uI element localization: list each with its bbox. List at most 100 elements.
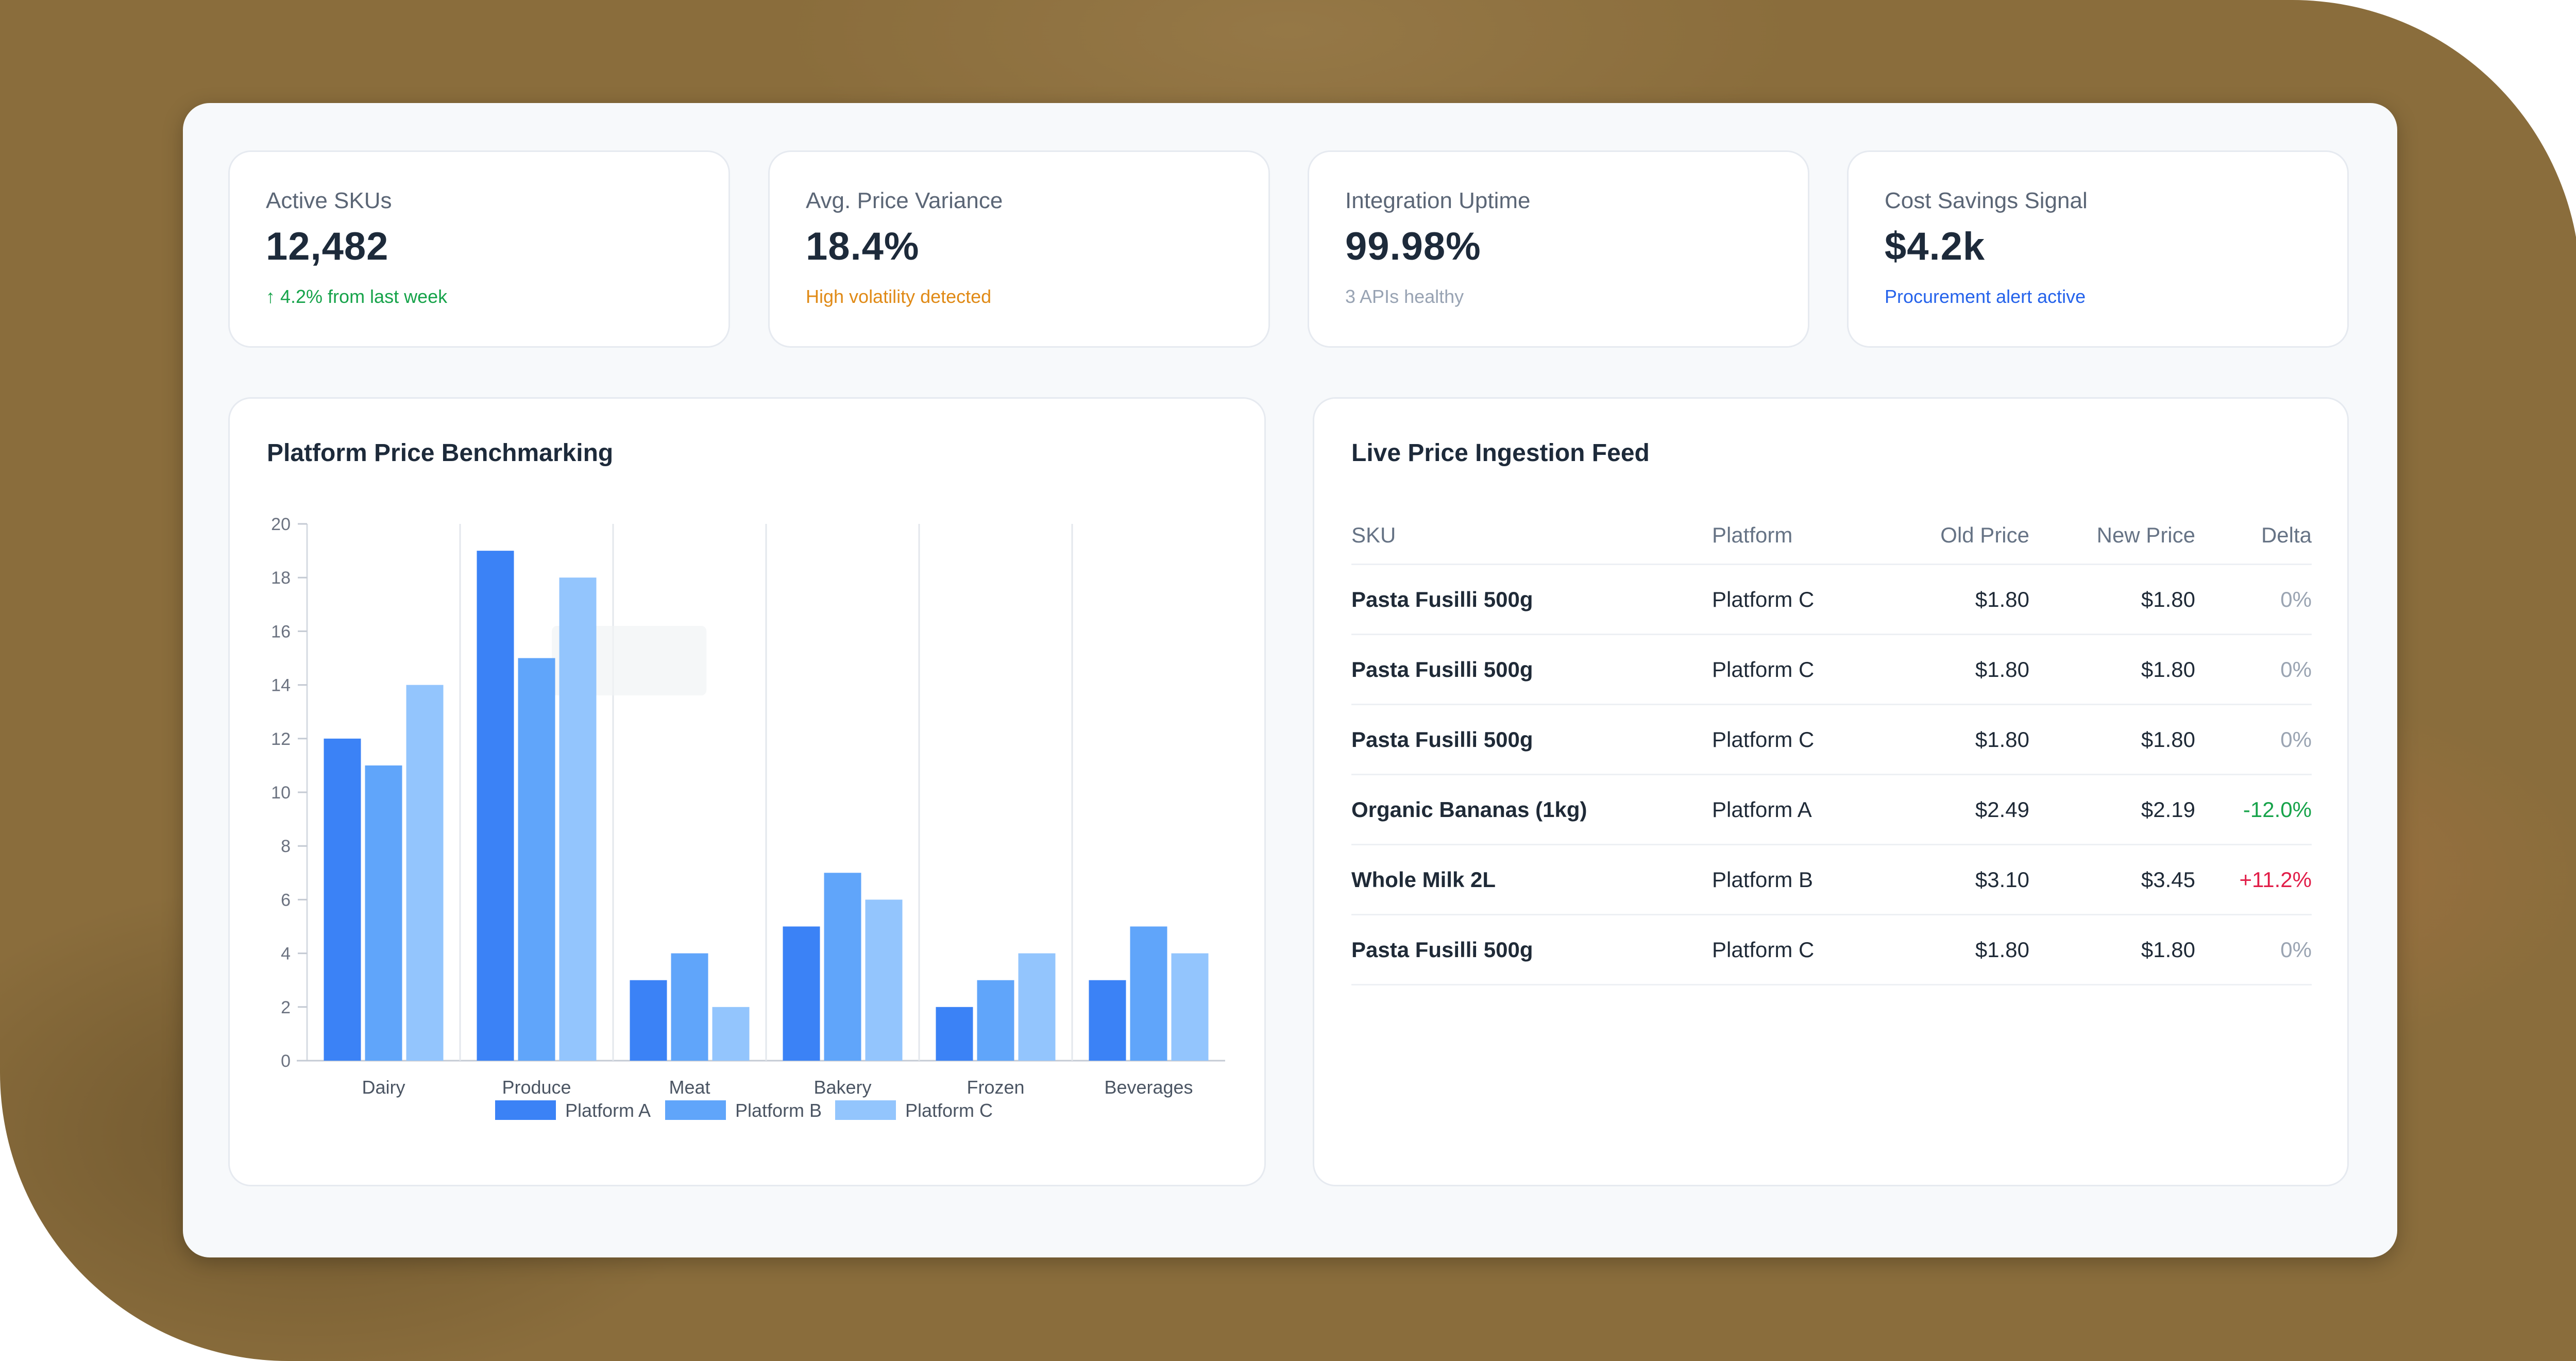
bar-platform-a [630, 980, 667, 1061]
legend-label: Platform A [565, 1100, 651, 1121]
column-header-sku[interactable]: SKU [1351, 523, 1396, 547]
cell-sku: Whole Milk 2L [1351, 867, 1496, 892]
bar-platform-c [1171, 953, 1209, 1061]
bar-platform-b [671, 953, 708, 1061]
x-tick-label: Frozen [967, 1077, 1024, 1098]
cell-sku: Pasta Fusilli 500g [1351, 657, 1533, 682]
bar-platform-a [1089, 980, 1126, 1061]
cell-delta: +11.2% [2239, 867, 2312, 892]
x-tick-label: Meat [669, 1077, 710, 1098]
cell-new-price: $3.45 [2141, 867, 2195, 892]
kpi-value: 18.4% [806, 225, 920, 268]
kpi-value: $4.2k [1885, 225, 1986, 268]
legend-label: Platform C [905, 1100, 993, 1121]
cell-delta: -12.0% [2243, 797, 2312, 822]
kpi-value: 12,482 [266, 225, 389, 268]
table-row[interactable]: Pasta Fusilli 500g Platform C $1.80 $1.8… [1351, 705, 2312, 775]
y-tick-label: 16 [271, 622, 291, 641]
bar-platform-c [1018, 953, 1056, 1061]
bar-platform-b [824, 873, 861, 1061]
table-row[interactable]: Whole Milk 2L Platform B $3.10 $3.45 +11… [1351, 845, 2312, 915]
kpi-sub: 3 APIs healthy [1345, 286, 1464, 307]
bar-platform-b [1130, 926, 1167, 1061]
kpi-label: Integration Uptime [1345, 188, 1531, 213]
x-tick-label: Produce [502, 1077, 571, 1098]
bar-platform-a [324, 738, 361, 1061]
cell-old-price: $1.80 [1975, 937, 2029, 962]
table-row[interactable]: Pasta Fusilli 500g Platform C $1.80 $1.8… [1351, 635, 2312, 705]
y-tick-label: 12 [271, 729, 291, 749]
kpi-label: Avg. Price Variance [806, 188, 1003, 213]
cell-sku: Pasta Fusilli 500g [1351, 727, 1533, 752]
y-tick-label: 14 [271, 676, 291, 695]
cell-sku: Pasta Fusilli 500g [1351, 587, 1533, 611]
cell-sku: Organic Bananas (1kg) [1351, 797, 1587, 822]
y-tick-label: 6 [281, 890, 291, 910]
cell-old-price: $1.80 [1975, 587, 2029, 611]
cell-old-price: $1.80 [1975, 727, 2029, 752]
y-tick-label: 4 [281, 944, 291, 964]
cell-new-price: $1.80 [2141, 937, 2195, 962]
legend-swatch [665, 1100, 726, 1120]
cell-old-price: $3.10 [1975, 867, 2029, 892]
cell-old-price: $2.49 [1975, 797, 2029, 822]
cell-new-price: $2.19 [2141, 797, 2195, 822]
table-row[interactable]: Pasta Fusilli 500g Platform C $1.80 $1.8… [1351, 565, 2312, 635]
bar-platform-a [783, 926, 820, 1061]
kpi-label: Active SKUs [266, 188, 392, 213]
table-row[interactable]: Pasta Fusilli 500g Platform C $1.80 $1.8… [1351, 915, 2312, 985]
cell-sku: Pasta Fusilli 500g [1351, 937, 1533, 962]
cell-delta: 0% [2280, 587, 2312, 611]
x-tick-label: Beverages [1104, 1077, 1193, 1098]
bar-platform-c [865, 899, 903, 1061]
cell-platform: Platform B [1712, 867, 1814, 892]
bar-platform-b [365, 765, 402, 1061]
cell-delta: 0% [2280, 727, 2312, 752]
kpi-value: 99.98% [1345, 225, 1481, 268]
chart-card: Platform Price Benchmarking 0 2 4 6 8 10 12 14 1… [228, 397, 1266, 1186]
x-tick-label: Dairy [362, 1077, 405, 1098]
kpi-card-integration-uptime[interactable]: Integration Uptime 99.98% 3 APIs healthy [1308, 150, 1809, 348]
kpi-sub: Procurement alert active [1885, 286, 2086, 307]
price-feed-table: SKU Platform Old Price New Price Delta P… [1351, 507, 2312, 985]
cell-delta: 0% [2280, 937, 2312, 962]
kpi-card-active-skus[interactable]: Active SKUs 12,482 ↑ 4.2% from last week [228, 150, 730, 348]
table-header: SKU Platform Old Price New Price Delta [1351, 507, 2312, 565]
bar-platform-c [559, 577, 597, 1061]
bar-platform-c [406, 685, 444, 1061]
legend-swatch [835, 1100, 896, 1120]
table-row[interactable]: Organic Bananas (1kg) Platform A $2.49 $… [1351, 775, 2312, 845]
feed-card: Live Price Ingestion Feed SKU Platform O… [1313, 397, 2349, 1186]
column-header-platform[interactable]: Platform [1712, 523, 1793, 547]
cell-new-price: $1.80 [2141, 587, 2195, 611]
bar-platform-a [936, 1007, 973, 1061]
feed-title: Live Price Ingestion Feed [1351, 439, 1650, 467]
cell-old-price: $1.80 [1975, 657, 2029, 682]
cell-platform: Platform C [1712, 727, 1815, 752]
cell-new-price: $1.80 [2141, 657, 2195, 682]
dashboard-panel: Active SKUs 12,482 ↑ 4.2% from last week… [183, 103, 2397, 1257]
kpi-sub: High volatility detected [806, 286, 992, 307]
cell-platform: Platform A [1712, 797, 1812, 822]
y-tick-label: 18 [271, 568, 291, 588]
column-header-delta[interactable]: Delta [2261, 523, 2312, 547]
cell-platform: Platform C [1712, 657, 1815, 682]
kpi-sub: ↑ 4.2% from last week [266, 286, 448, 307]
kpi-card-cost-savings[interactable]: Cost Savings Signal $4.2k Procurement al… [1847, 150, 2349, 348]
x-tick-label: Bakery [814, 1077, 871, 1098]
y-tick-label: 20 [271, 515, 291, 534]
bar-platform-b [977, 980, 1014, 1061]
bar-chart: 0 2 4 6 8 10 12 14 16 18 20 Dairy Produce Meat Bakery F… [271, 515, 1225, 1121]
column-header-old-price[interactable]: Old Price [1940, 523, 2029, 547]
bar-platform-c [712, 1007, 750, 1061]
cell-platform: Platform C [1712, 587, 1815, 611]
chart-title: Platform Price Benchmarking [267, 439, 614, 467]
kpi-label: Cost Savings Signal [1885, 188, 2088, 213]
cell-delta: 0% [2280, 657, 2312, 682]
column-header-new-price[interactable]: New Price [2096, 523, 2195, 547]
bar-platform-a [477, 551, 514, 1061]
y-tick-label: 0 [281, 1051, 291, 1071]
legend-swatch [495, 1100, 556, 1120]
y-tick-label: 2 [281, 998, 291, 1017]
kpi-card-price-variance[interactable]: Avg. Price Variance 18.4% High volatilit… [768, 150, 1270, 348]
